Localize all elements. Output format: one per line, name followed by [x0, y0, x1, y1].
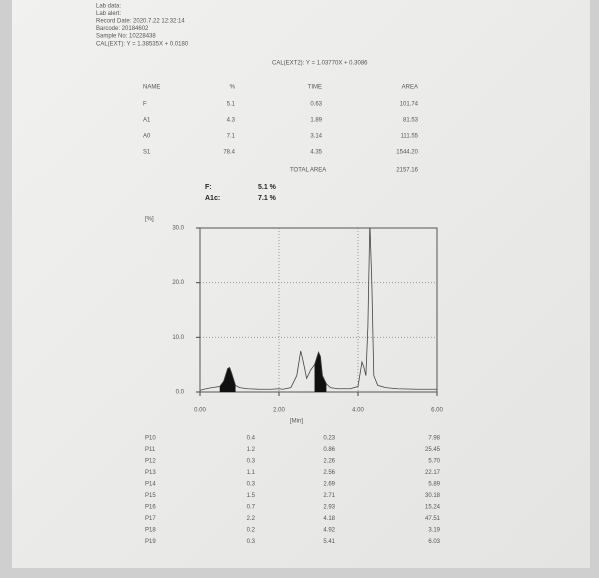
table-cell: 4.3 [227, 118, 236, 124]
table-cell: 1.5 [247, 493, 256, 499]
y-tick-label: 30.0 [172, 226, 184, 232]
table-cell: 0.23 [323, 436, 335, 442]
table-cell: 0.3 [247, 539, 256, 545]
table-cell: 15.24 [425, 505, 441, 511]
table-cell: 2.26 [323, 459, 335, 465]
header-line: Record Date: 2020.7.22 12:32:14 [96, 19, 185, 25]
table-cell: 4.92 [323, 528, 335, 534]
table-cell: 5.41 [323, 539, 335, 545]
table-cell: 2.69 [323, 482, 335, 488]
result-name: A1c: [205, 195, 220, 202]
table-cell: P12 [145, 459, 156, 465]
y-axis-label: [%] [145, 217, 154, 223]
column-header: TIME [308, 85, 322, 91]
column-header: NAME [143, 85, 160, 91]
table-cell: 25.45 [425, 447, 441, 453]
column-header: % [230, 85, 236, 91]
table-cell: A1 [143, 118, 151, 124]
table-cell: 2.93 [323, 505, 335, 511]
result-value: 7.1 % [258, 195, 277, 202]
table-cell: P17 [145, 516, 156, 522]
table-cell: 47.51 [425, 516, 441, 522]
table-cell: P13 [145, 470, 156, 476]
table-cell: 2.2 [247, 516, 256, 522]
calibration: CAL(EXT2): Y = 1.03770X + 0.3086 [272, 61, 368, 67]
table-cell: 78.4 [223, 150, 235, 156]
table-cell: 1.89 [310, 118, 322, 124]
table-cell: 3.14 [310, 134, 322, 140]
x-tick-label: 4.00 [352, 408, 364, 414]
table-cell: 30.18 [425, 493, 441, 499]
table-cell: 0.63 [310, 102, 322, 108]
result-value: 5.1 % [258, 184, 277, 191]
table-cell: 5.89 [428, 482, 440, 488]
table-cell: 1544.20 [396, 150, 418, 156]
header-line: Lab alert: [96, 11, 121, 17]
table-cell: 1.2 [247, 447, 256, 453]
table-cell: 0.4 [247, 436, 256, 442]
table-cell: 1.1 [247, 470, 256, 476]
table-cell: P15 [145, 493, 156, 499]
x-tick-label: 6.00 [431, 408, 443, 414]
filled-peak [314, 352, 327, 392]
header-line: Sample No: 10228438 [96, 34, 156, 40]
plot-area [200, 228, 437, 392]
table-cell: F [143, 102, 147, 108]
y-tick-label: 0.0 [176, 390, 185, 396]
x-tick-label: 2.00 [273, 408, 285, 414]
calibration: CAL(EXT): Y = 1.38535X + 0.0180 [96, 42, 189, 48]
table-cell: 6.03 [428, 539, 440, 545]
result-name: F: [205, 184, 212, 191]
table-cell: 0.3 [247, 459, 256, 465]
table-cell: P16 [145, 505, 156, 511]
table-cell: 111.55 [401, 134, 419, 140]
table-cell: 0.7 [247, 505, 256, 511]
y-tick-label: 20.0 [172, 280, 184, 286]
table-cell: 81.53 [403, 118, 419, 124]
table-cell: S1 [143, 150, 151, 156]
column-header: AREA [402, 85, 418, 91]
table-cell: 22.17 [425, 470, 441, 476]
x-axis-label: [Min] [290, 419, 303, 425]
total-label: TOTAL AREA [290, 168, 326, 174]
table-cell: P19 [145, 539, 156, 545]
trace [200, 228, 437, 391]
table-cell: 101.74 [400, 102, 419, 108]
table-cell: 4.18 [323, 516, 335, 522]
table-cell: 2.71 [323, 493, 335, 499]
table-cell: 0.86 [323, 447, 335, 453]
x-tick-label: 0.00 [194, 408, 206, 414]
table-cell: A0 [143, 134, 151, 140]
table-cell: P18 [145, 528, 156, 534]
table-cell: 7.1 [227, 134, 236, 140]
table-cell: 7.98 [428, 436, 440, 442]
table-cell: 5.1 [227, 102, 236, 108]
table-cell: 0.2 [247, 528, 256, 534]
table-cell: P11 [145, 447, 156, 453]
table-cell: 5.70 [428, 459, 440, 465]
table-cell: P14 [145, 482, 156, 488]
paper [12, 0, 590, 568]
table-cell: P10 [145, 436, 156, 442]
table-cell: 2.56 [323, 470, 335, 476]
y-tick-label: 10.0 [172, 335, 184, 341]
header-line: Lab data: [96, 4, 121, 10]
table-cell: 0.3 [247, 482, 256, 488]
table-cell: 4.35 [310, 150, 322, 156]
total-value: 2157.16 [396, 168, 418, 174]
header-line: Barcode: 20184602 [96, 26, 149, 32]
table-cell: 3.19 [428, 528, 440, 534]
